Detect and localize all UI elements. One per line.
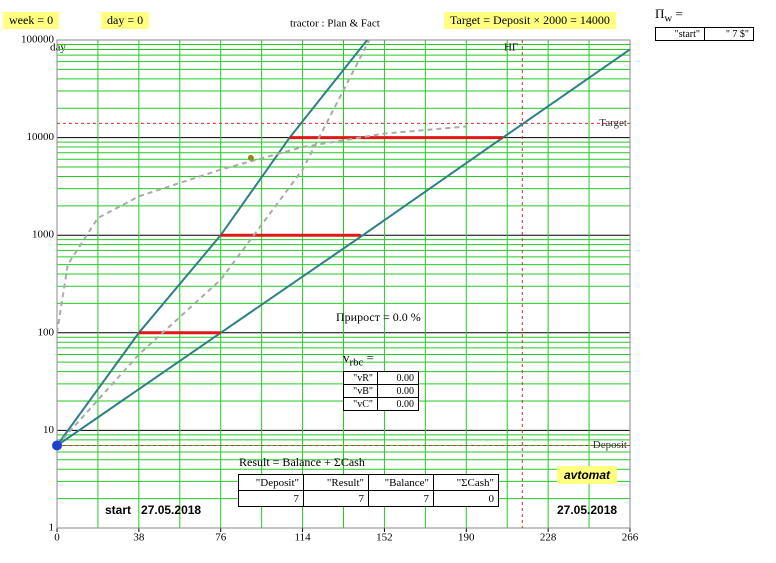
cell: 0.00 [377, 384, 419, 398]
start-date: 27.05.2018 [141, 503, 202, 517]
cell: "ΣCash" [433, 474, 499, 491]
cell: "Result" [303, 474, 369, 491]
series-line [138, 136, 503, 335]
series-line [56, 48, 631, 447]
vrbc-label: vrbc = [343, 350, 374, 369]
vrbc-symbol: v [343, 350, 350, 365]
cell: "start" [655, 27, 705, 41]
cell: "vB" [343, 384, 378, 398]
x-tick-label: 76 [215, 532, 227, 544]
week-field: week = 0 [3, 12, 60, 29]
point [247, 154, 254, 161]
mode-badge: avtomat [557, 466, 618, 484]
target-formula: Target = Deposit × 2000 = 14000 [444, 12, 616, 29]
pw-operator: = [675, 6, 683, 21]
x-tick-label: 152 [376, 532, 393, 544]
cell: "vR" [343, 371, 378, 385]
cell: 7 [303, 490, 369, 507]
pw-label: Пw = [655, 6, 683, 25]
result-formula: Result = Balance + ΣCash [239, 455, 365, 469]
reference-label: Deposit [593, 439, 627, 451]
vrbc-operator: = [366, 350, 374, 365]
chart-title: tractor : Plan & Fact [290, 18, 380, 30]
reference-label: НГ [504, 42, 518, 54]
reference-label: Target [599, 117, 627, 129]
day-field: day = 0 [101, 12, 150, 29]
cell: 7 [368, 490, 434, 507]
result-table: "Deposit" "Result" "Balance" "ΣCash" 7 7 7 0 [238, 474, 499, 507]
y-tick-label: 10000 [27, 131, 55, 143]
series-line [56, 39, 368, 447]
x-tick-label: 114 [295, 532, 312, 544]
x-tick-label: 266 [622, 532, 639, 544]
x-tick-label: 0 [54, 532, 60, 544]
y-tick-label: 1000 [32, 229, 55, 241]
y-tick-label: 10 [43, 424, 55, 436]
cell: 0.00 [377, 397, 419, 411]
cell: 0.00 [377, 371, 419, 385]
cell: "Balance" [368, 474, 434, 491]
point [52, 440, 62, 451]
plot-frame [56, 39, 631, 529]
series-line [56, 39, 371, 447]
cell: " 7 $" [704, 27, 754, 41]
pw-table: "start" " 7 $" [655, 27, 754, 41]
row: "Deposit" "Result" "Balance" "ΣCash" [238, 474, 499, 491]
row: "vB" 0.00 [343, 384, 419, 398]
x-tick-label: 190 [458, 532, 475, 544]
x-tick-label: 38 [133, 532, 145, 544]
pw-symbol: П [655, 6, 665, 21]
growth-text: Прирост = 0.0 % [336, 310, 421, 324]
cell: "Deposit" [238, 474, 304, 491]
vrbc-table: "vR" 0.00 "vB" 0.00 "vC" 0.00 [343, 371, 419, 411]
x-tick-label: 228 [540, 532, 557, 544]
pw-subscript: w [664, 12, 673, 25]
end-date: 27.05.2018 [557, 503, 618, 517]
row: "vR" 0.00 [343, 371, 419, 385]
y-tick-label: 100000 [21, 34, 55, 46]
cell: 7 [238, 490, 304, 507]
y-tick-label: 1 [49, 522, 55, 534]
cell: 0 [433, 490, 499, 507]
row: "vC" 0.00 [343, 397, 419, 411]
vrbc-subscript: rbc [349, 356, 364, 369]
y-tick-label: 100 [38, 326, 55, 338]
start-label: start 27.05.2018 [105, 503, 201, 517]
cell: "vC" [343, 397, 378, 411]
start-word: start [105, 503, 132, 517]
